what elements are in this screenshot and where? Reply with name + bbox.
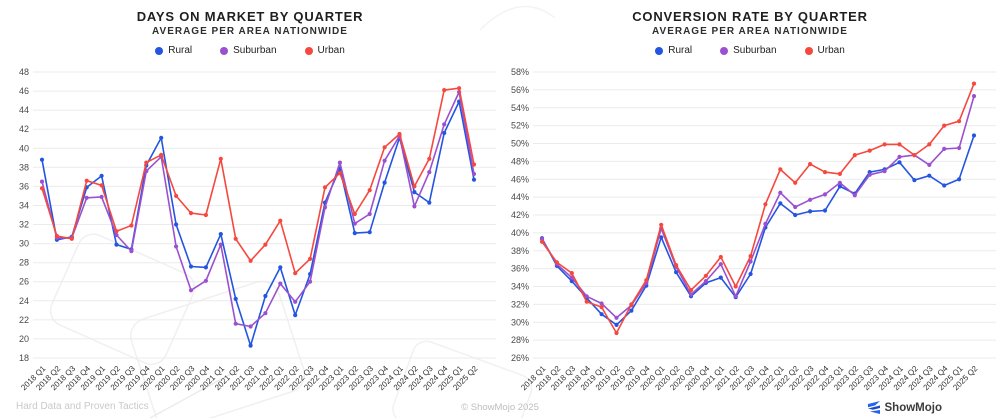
svg-text:46: 46 xyxy=(19,86,29,96)
legend-item-rural[interactable]: Rural xyxy=(155,45,192,56)
conversion-rate-chart-canvas: 58% 56% 54% 52% 50% 48% 46% 44% 42% 40% 38% 36% 34% 3… xyxy=(511,67,996,392)
footer-copyright: © ShowMojo 2025 xyxy=(461,402,539,413)
svg-text:46%: 46% xyxy=(511,174,529,184)
svg-text:40%: 40% xyxy=(511,228,529,238)
legend-label: Urban xyxy=(317,45,345,56)
chart-panel-conversion-rate: CONVERSION RATE BY QUARTER AVERAGE PER A… xyxy=(500,0,1000,403)
legend-dot-urban xyxy=(804,46,813,55)
legend-dot-rural xyxy=(655,46,664,55)
svg-text:24: 24 xyxy=(19,296,29,306)
svg-text:58%: 58% xyxy=(511,67,529,77)
svg-text:30: 30 xyxy=(19,239,29,249)
svg-text:40: 40 xyxy=(19,143,29,153)
svg-text:52%: 52% xyxy=(511,121,529,131)
svg-text:18: 18 xyxy=(19,353,29,363)
svg-text:34%: 34% xyxy=(511,282,529,292)
legend-label: Rural xyxy=(668,45,693,56)
showmojo-logo-icon xyxy=(867,401,880,414)
legend-dot-urban xyxy=(304,46,313,55)
svg-text:42%: 42% xyxy=(511,210,529,220)
legend-item-rural[interactable]: Rural xyxy=(655,45,692,56)
footer-tagline: Hard Data and Proven Tactics xyxy=(16,401,149,412)
legend-item-urban[interactable]: Urban xyxy=(304,45,345,56)
legend-dot-rural xyxy=(155,46,164,55)
svg-text:22: 22 xyxy=(19,315,29,325)
svg-text:38: 38 xyxy=(19,162,29,172)
svg-text:28%: 28% xyxy=(511,335,529,345)
legend-label: Suburban xyxy=(733,45,777,56)
svg-text:26%: 26% xyxy=(511,353,529,363)
chart-subtitle: AVERAGE PER AREA NATIONWIDE xyxy=(152,26,348,37)
legend-item-suburban[interactable]: Suburban xyxy=(720,45,777,56)
svg-text:48: 48 xyxy=(19,67,29,77)
footer: Hard Data and Proven Tactics © ShowMojo … xyxy=(0,397,1000,415)
svg-text:28: 28 xyxy=(19,258,29,268)
svg-text:34: 34 xyxy=(19,201,29,211)
legend-item-urban[interactable]: Urban xyxy=(804,45,845,56)
footer-brand: ShowMojo xyxy=(867,401,943,414)
legend-label: Suburban xyxy=(233,45,277,56)
svg-text:48%: 48% xyxy=(511,156,529,166)
svg-text:44: 44 xyxy=(19,105,29,115)
svg-text:32: 32 xyxy=(19,220,29,230)
charts-row: DAYS ON MARKET BY QUARTER AVERAGE PER AR… xyxy=(0,0,1000,403)
chart-subtitle: AVERAGE PER AREA NATIONWIDE xyxy=(652,26,848,37)
svg-text:44%: 44% xyxy=(511,192,529,202)
legend-conversion-rate: Rural Suburban Urban xyxy=(655,45,845,56)
chart-panel-days-on-market: DAYS ON MARKET BY QUARTER AVERAGE PER AR… xyxy=(0,0,500,403)
legend-dot-suburban xyxy=(720,46,729,55)
svg-text:30%: 30% xyxy=(511,317,529,327)
svg-text:42: 42 xyxy=(19,124,29,134)
chart-title: DAYS ON MARKET BY QUARTER xyxy=(136,9,364,24)
svg-text:56%: 56% xyxy=(511,85,529,95)
legend-item-suburban[interactable]: Suburban xyxy=(220,45,277,56)
legend-label: Urban xyxy=(817,45,845,56)
svg-text:20: 20 xyxy=(19,334,29,344)
legend-label: Rural xyxy=(168,45,193,56)
footer-brand-label: ShowMojo xyxy=(884,401,943,414)
svg-text:26: 26 xyxy=(19,277,29,287)
chart-title: CONVERSION RATE BY QUARTER xyxy=(632,9,868,24)
svg-text:38%: 38% xyxy=(511,246,529,256)
svg-text:36%: 36% xyxy=(511,264,529,274)
legend-dot-suburban xyxy=(220,46,229,55)
svg-text:32%: 32% xyxy=(511,299,529,309)
legend-days-on-market: Rural Suburban Urban xyxy=(155,45,345,56)
svg-text:54%: 54% xyxy=(511,103,529,113)
svg-text:36: 36 xyxy=(19,181,29,191)
svg-text:50%: 50% xyxy=(511,139,529,149)
